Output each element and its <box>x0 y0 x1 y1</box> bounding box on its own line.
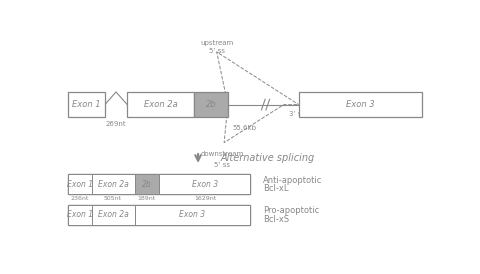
FancyBboxPatch shape <box>67 174 92 194</box>
Text: Alternative splicing: Alternative splicing <box>220 153 314 163</box>
Text: 5’ ss: 5’ ss <box>214 162 230 168</box>
Text: Exon 3: Exon 3 <box>345 100 374 109</box>
Text: Exon 1: Exon 1 <box>67 210 93 219</box>
Text: 2b: 2b <box>142 180 151 189</box>
FancyBboxPatch shape <box>67 205 250 225</box>
Text: Bcl-xS: Bcl-xS <box>263 215 289 224</box>
Text: 3’ ss: 3’ ss <box>289 111 305 117</box>
FancyBboxPatch shape <box>194 92 228 117</box>
Text: 5’ ss: 5’ ss <box>208 48 224 54</box>
FancyBboxPatch shape <box>134 174 158 194</box>
FancyBboxPatch shape <box>67 92 105 117</box>
Text: downstream: downstream <box>200 151 243 157</box>
Text: Exon 3: Exon 3 <box>191 180 217 189</box>
FancyBboxPatch shape <box>158 174 250 194</box>
Text: Anti-apoptotic: Anti-apoptotic <box>263 176 322 185</box>
FancyBboxPatch shape <box>134 205 250 225</box>
FancyBboxPatch shape <box>298 92 421 117</box>
FancyBboxPatch shape <box>92 205 134 225</box>
FancyBboxPatch shape <box>127 92 194 117</box>
Text: 236nt: 236nt <box>70 196 88 201</box>
Text: Exon 2a: Exon 2a <box>97 180 128 189</box>
Text: Exon 2a: Exon 2a <box>97 210 128 219</box>
FancyBboxPatch shape <box>67 174 250 194</box>
Text: 189nt: 189nt <box>137 196 156 201</box>
Text: 55.6kb: 55.6kb <box>232 125 256 131</box>
Text: Exon 2a: Exon 2a <box>144 100 177 109</box>
Text: Exon 1: Exon 1 <box>67 180 93 189</box>
Text: 269nt: 269nt <box>106 121 126 127</box>
Text: Bcl-xL: Bcl-xL <box>263 184 288 193</box>
Text: Exon 1: Exon 1 <box>72 100 100 109</box>
Text: 505nt: 505nt <box>104 196 122 201</box>
Text: 2b: 2b <box>205 100 216 109</box>
FancyBboxPatch shape <box>92 174 134 194</box>
FancyBboxPatch shape <box>67 205 92 225</box>
Text: Pro-apoptotic: Pro-apoptotic <box>263 206 319 215</box>
Text: upstream: upstream <box>200 39 233 45</box>
Text: Exon 3: Exon 3 <box>179 210 205 219</box>
Text: 1629nt: 1629nt <box>194 196 216 201</box>
